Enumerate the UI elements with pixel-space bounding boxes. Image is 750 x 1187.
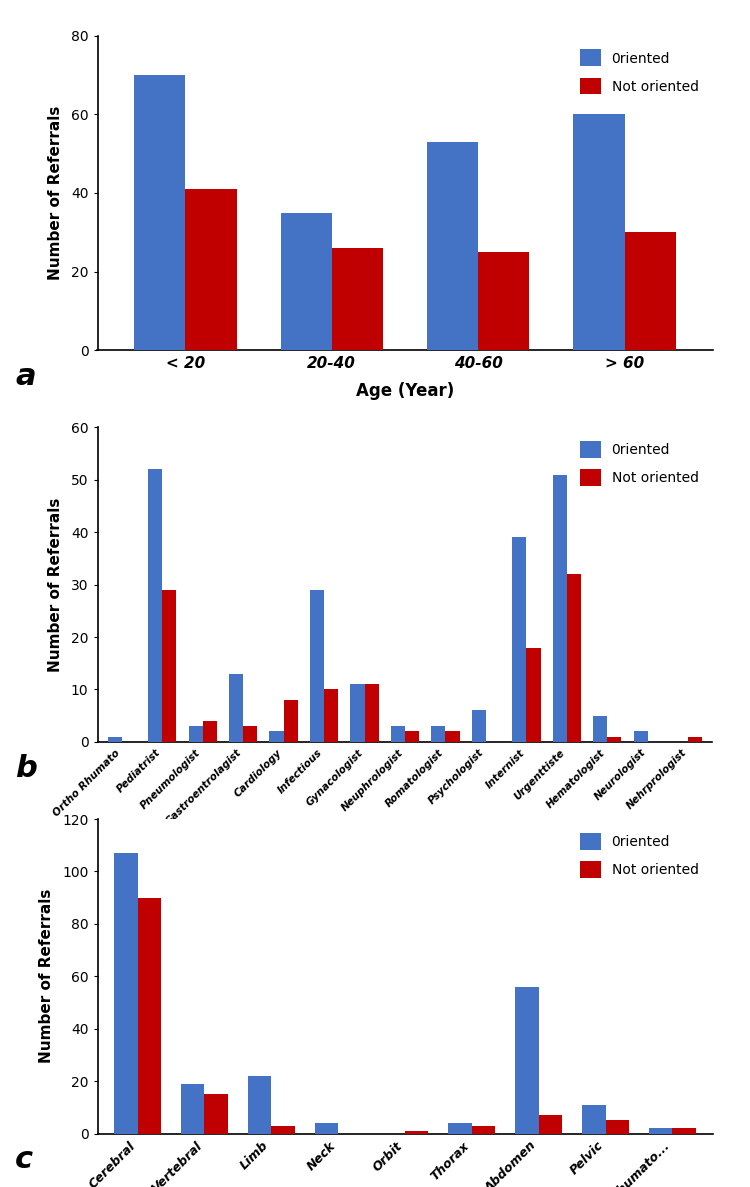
X-axis label: Medical Spacilaities: Medical Spacilaities <box>312 838 498 857</box>
Bar <box>478 252 530 350</box>
Bar <box>446 731 460 742</box>
Bar <box>593 716 608 742</box>
Bar <box>405 731 419 742</box>
Legend: 0riented, Not oriented: 0riented, Not oriented <box>573 434 706 493</box>
Bar <box>472 1125 495 1134</box>
Y-axis label: Number of Referrals: Number of Referrals <box>47 106 62 280</box>
Bar <box>205 1094 228 1134</box>
Text: a: a <box>15 362 36 391</box>
Bar <box>574 114 625 350</box>
Bar <box>148 469 162 742</box>
Bar <box>137 897 161 1134</box>
Bar <box>431 726 445 742</box>
Bar <box>350 684 364 742</box>
Bar <box>553 475 567 742</box>
Bar <box>688 737 703 742</box>
Bar <box>280 212 332 350</box>
Bar <box>181 1084 205 1134</box>
Bar <box>243 726 257 742</box>
Bar <box>188 726 202 742</box>
Bar <box>185 189 236 350</box>
X-axis label: Age (Year): Age (Year) <box>356 382 454 400</box>
Bar <box>538 1116 562 1134</box>
Text: c: c <box>15 1145 33 1174</box>
Bar <box>515 986 538 1134</box>
Bar <box>324 690 338 742</box>
Bar <box>107 737 122 742</box>
Legend: 0riented, Not oriented: 0riented, Not oriented <box>573 826 706 884</box>
Bar <box>526 648 541 742</box>
Bar <box>427 141 478 350</box>
Y-axis label: Number of Referrals: Number of Referrals <box>39 889 54 1064</box>
Text: b: b <box>15 754 37 782</box>
Bar <box>364 684 379 742</box>
Bar <box>567 575 581 742</box>
Bar <box>649 1129 673 1134</box>
Bar <box>582 1105 605 1134</box>
Legend: 0riented, Not oriented: 0riented, Not oriented <box>573 43 706 101</box>
Bar <box>272 1125 295 1134</box>
Bar <box>472 710 486 742</box>
Bar <box>269 731 284 742</box>
Bar <box>512 538 526 742</box>
Bar <box>605 1121 629 1134</box>
Bar <box>114 853 137 1134</box>
Bar <box>332 248 383 350</box>
Bar <box>229 674 243 742</box>
Bar <box>448 1123 472 1134</box>
Bar <box>248 1075 272 1134</box>
Bar <box>608 737 622 742</box>
Bar <box>625 233 676 350</box>
Y-axis label: Number of Referrals: Number of Referrals <box>47 497 62 672</box>
Bar <box>202 721 217 742</box>
Bar <box>391 726 405 742</box>
Bar <box>284 700 298 742</box>
Bar <box>673 1129 696 1134</box>
Bar <box>310 590 324 742</box>
Bar <box>405 1131 428 1134</box>
Bar <box>134 75 185 350</box>
Bar <box>315 1123 338 1134</box>
Bar <box>634 731 648 742</box>
Bar <box>162 590 176 742</box>
